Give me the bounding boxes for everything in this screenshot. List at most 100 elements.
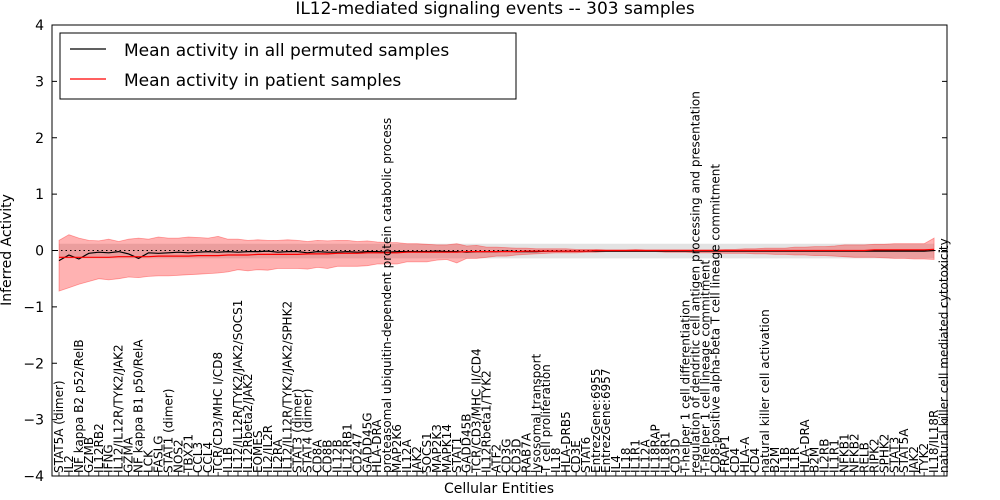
entity-label: proteasomal ubiquitin-dependent protein … <box>380 118 394 473</box>
legend-box <box>59 32 517 100</box>
entity-label: IL12RB2 <box>92 423 106 473</box>
entity-label: HLA-DRA <box>798 419 812 473</box>
entity-label: IL18 <box>549 448 563 474</box>
entity-label: T cell proliferation <box>539 364 553 474</box>
entity-label: IL18 <box>619 448 633 474</box>
entity-label: NOS2 <box>171 439 185 473</box>
entity-label: FRAP1 <box>718 435 732 473</box>
entity-label: IL2/IL2R <box>261 425 275 473</box>
entity-label: CD8A <box>311 439 325 473</box>
entity-label: STAT3 <box>887 437 901 473</box>
entity-label: STAT5A <box>897 428 911 473</box>
entity-label: IL1R <box>788 447 802 473</box>
entity-label: RAB7A <box>519 432 533 473</box>
x-axis-title: Cellular Entities <box>444 481 554 497</box>
entity-label: EntrezGene:6957 <box>599 369 613 474</box>
legend-label-patient: Mean activity in patient samples <box>124 71 401 91</box>
entity-label: natural killer cell activation <box>758 309 772 473</box>
entity-label: NF kappa B2 p52/RelB <box>72 339 86 473</box>
entity-label: IL1B <box>221 447 235 473</box>
series-line-patient <box>59 248 935 258</box>
y-tick-label: 3 <box>35 74 44 90</box>
entity-label: TBX21 <box>181 434 195 474</box>
entity-label: CD4 <box>748 448 762 473</box>
entity-label: IL18R1 <box>659 432 673 473</box>
entity-label: STAT5A (dimer) <box>52 380 66 473</box>
y-axis-title: Inferred Activity <box>0 194 15 306</box>
entity-label: IL18RAP <box>649 424 663 473</box>
entity-label: NF kappa B1 p50/RelA <box>132 339 146 473</box>
entity-label: TYK2 <box>917 443 931 474</box>
entity-label: CD247 <box>350 432 364 473</box>
entity-label: CD4 <box>728 448 742 473</box>
entity-label: RELB <box>857 442 871 473</box>
entity-label: IL12/IL12R/TYK2/JAK2/SOCS1 <box>231 300 245 473</box>
entity-label: IL12A <box>639 439 653 473</box>
plot-area <box>52 234 947 292</box>
entity-label: HLA-A <box>738 436 752 473</box>
y-tick-label: 4 <box>35 18 44 34</box>
chart-title: IL12-mediated signaling events -- 303 sa… <box>295 0 695 19</box>
entity-label: GADD45B <box>460 414 474 474</box>
entity-label: CCL4 <box>201 442 215 473</box>
entity-label: IL12Rbeta1/TYK2 <box>480 370 494 473</box>
entity-label: regulation of dendritic cell antigen pro… <box>688 91 702 473</box>
y-axis: −4 −3 −2 −1 0 1 2 3 4 <box>23 18 947 485</box>
entity-label: IL12RB1 <box>340 423 354 473</box>
entity-label: IL1B <box>778 447 792 473</box>
entity-label: IL18/IL18R <box>927 410 941 473</box>
entity-label: IL2RB <box>818 439 832 473</box>
entity-label: IL2 <box>62 455 76 473</box>
entity-label: EntrezGene:6955 <box>589 369 603 474</box>
entity-label: STAT1 (dimer) <box>161 389 175 473</box>
y-tick-label: −3 <box>23 413 44 429</box>
entity-label: IL1R1 <box>629 439 643 473</box>
entity-label: B2M <box>808 447 822 473</box>
entity-label: EOMES <box>251 430 265 473</box>
entity-label: CD3D <box>509 439 523 474</box>
y-tick-label: 0 <box>35 244 44 260</box>
entity-label: LCK <box>142 449 156 473</box>
entity-label: FASLG <box>151 435 165 473</box>
entity-label: GADD45G <box>360 412 374 473</box>
entity-label: STAT6 <box>579 437 593 473</box>
entity-label: IL4 <box>609 455 623 473</box>
entity-label: MAP2K3 <box>430 424 444 473</box>
entity-label: IL12/IL12R/TYK2/JAK2/SPHK2 <box>281 301 295 473</box>
legend: Mean activity in all permuted samples Me… <box>59 32 517 100</box>
entity-label: GZMB <box>82 437 96 473</box>
entity-label: CD3D <box>669 439 683 474</box>
entity-label: JAK2 <box>410 446 424 474</box>
entity-label: TCR/CD3/MHC I/CD8 <box>211 352 225 474</box>
y-tick-label: −1 <box>23 300 44 316</box>
entity-label: HLA-DRA <box>370 419 384 473</box>
entity-label: T-helper 1 cell differentiation <box>679 300 693 474</box>
entity-label: HLA-DRB5 <box>559 411 573 473</box>
entity-label: GZMA <box>122 436 136 473</box>
entity-label: IL12Rbeta2/JAK2 <box>241 373 255 473</box>
y-tick-label: −2 <box>23 356 44 372</box>
entity-label: IL12/IL12R/TYK2/JAK2 <box>112 344 126 473</box>
patient-range-band <box>58 234 935 292</box>
legend-label-permuted: Mean activity in all permuted samples <box>124 41 449 61</box>
entity-label: SOCS1 <box>420 432 434 473</box>
entity-label: TCR/CD3/MHC II/CD4 <box>470 348 484 474</box>
entity-label: CCL3 <box>191 442 205 473</box>
entity-label: CD8B <box>321 440 335 474</box>
entity-label: B2M <box>768 447 782 473</box>
entity-label: IL2RA <box>271 438 285 473</box>
entity-label: RIPK2 <box>867 438 881 473</box>
y-tick-label: 2 <box>35 131 44 147</box>
entity-label: NFKB2 <box>848 433 862 473</box>
entity-label: MAPK14 <box>440 424 454 473</box>
entity-label: IL12A <box>400 439 414 473</box>
entity-label: lysosomal transport <box>529 353 543 473</box>
y-tick-label: −4 <box>23 469 44 485</box>
entity-label: CD8-positive alpha-beta T cell lineage c… <box>708 164 722 473</box>
y-tick-label: 1 <box>35 187 44 203</box>
entity-label: STAT1 <box>450 437 464 473</box>
entity-label: JAK2 <box>907 446 921 474</box>
entity-label: IL1R1 <box>828 439 842 473</box>
